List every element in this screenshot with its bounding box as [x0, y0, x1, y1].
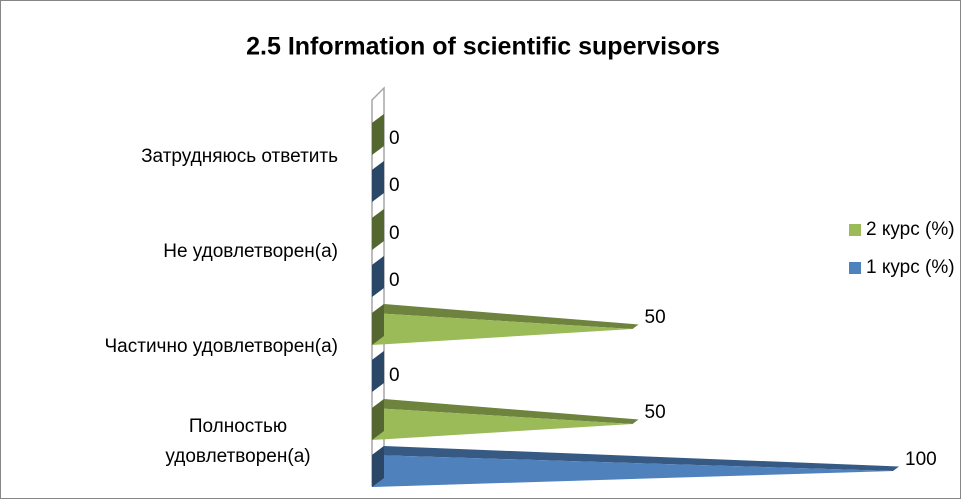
- legend-label: 1 курс (%): [866, 257, 955, 278]
- category-label: Затрудняюсь ответить: [141, 145, 338, 167]
- bar-top: [372, 399, 639, 424]
- bar-base: [372, 256, 384, 297]
- bar-front: [372, 408, 633, 440]
- value-label: 50: [645, 307, 666, 328]
- bar: [372, 209, 384, 250]
- bar: [372, 256, 384, 297]
- legend-swatch: [849, 224, 861, 236]
- bar: [372, 304, 639, 345]
- value-label: 0: [389, 223, 400, 244]
- value-label: 50: [645, 402, 666, 423]
- bar: [372, 446, 899, 487]
- bar-base: [372, 399, 384, 440]
- category-label: Не удовлетворен(а): [163, 240, 338, 262]
- bar-base: [372, 161, 384, 202]
- legend-swatch: [849, 262, 861, 274]
- value-label: 0: [389, 270, 400, 291]
- bar: [372, 351, 384, 392]
- value-label: 0: [389, 365, 400, 386]
- value-label: 100: [905, 449, 937, 470]
- bar-top: [372, 304, 639, 329]
- bar-front: [372, 313, 633, 345]
- bar-base: [372, 114, 384, 155]
- bar: [372, 399, 639, 440]
- value-label: 0: [389, 128, 400, 149]
- category-label: Полностью удовлетворен(а): [165, 415, 311, 467]
- bar: [372, 114, 384, 155]
- bar-front: [372, 455, 893, 487]
- category-label: Частично удовлетворен(а): [104, 335, 338, 357]
- bar-base: [372, 209, 384, 250]
- legend-label: 2 курс (%): [866, 219, 955, 240]
- bar-base: [372, 351, 384, 392]
- bar-top: [372, 446, 899, 471]
- bar: [372, 161, 384, 202]
- value-label: 0: [389, 175, 400, 196]
- bar-base: [372, 446, 384, 487]
- bar-base: [372, 304, 384, 345]
- chart-title: 2.5 Information of scientific supervisor…: [246, 33, 720, 61]
